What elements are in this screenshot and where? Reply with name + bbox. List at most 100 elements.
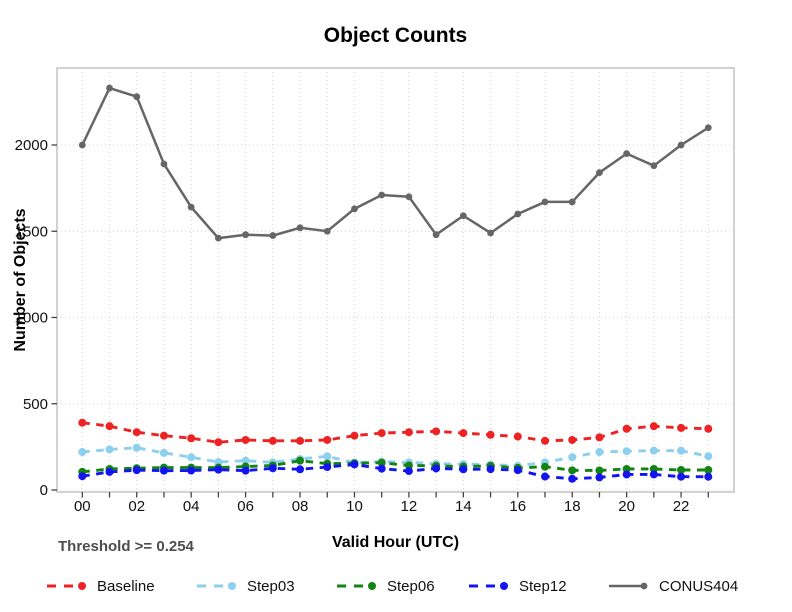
data-point	[677, 446, 686, 455]
data-point	[105, 467, 114, 476]
x-tick-label: 14	[455, 498, 472, 515]
data-point	[595, 466, 604, 475]
x-tick-label: 00	[74, 498, 91, 515]
data-point	[622, 464, 631, 473]
data-point	[132, 428, 141, 437]
x-tick-label: 12	[401, 498, 418, 515]
data-point	[459, 465, 468, 474]
data-point	[514, 210, 522, 218]
data-point	[432, 464, 441, 473]
series-baseline	[78, 418, 713, 447]
y-tick-label: 500	[23, 396, 48, 413]
data-point	[568, 435, 577, 444]
legend-label: Step03	[247, 577, 295, 595]
data-point	[677, 141, 685, 149]
data-point	[459, 429, 468, 438]
data-point	[159, 431, 168, 440]
x-tick-label: 16	[509, 498, 526, 515]
data-point	[350, 431, 359, 440]
series-step12	[78, 460, 713, 483]
y-tick-label: 1500	[15, 223, 48, 240]
data-point	[513, 466, 522, 475]
legend-item-baseline: Baseline	[46, 574, 155, 598]
legend-item-step12: Step12	[468, 574, 567, 598]
data-point	[187, 434, 196, 443]
data-point	[677, 465, 686, 474]
data-point	[404, 461, 413, 470]
data-point	[160, 160, 168, 168]
data-point	[704, 465, 713, 474]
data-point	[78, 448, 87, 457]
data-point	[187, 453, 196, 462]
step03-swatch-icon	[197, 582, 236, 590]
data-point	[622, 447, 631, 456]
data-point	[568, 466, 577, 475]
legend-label: Step06	[387, 577, 435, 595]
axis-ticks	[51, 144, 709, 498]
data-point	[487, 229, 494, 237]
data-point	[241, 456, 250, 465]
data-point	[677, 472, 686, 481]
data-point	[241, 466, 250, 475]
data-point	[78, 472, 87, 481]
data-point	[323, 463, 332, 472]
data-point	[159, 466, 168, 475]
data-point	[78, 418, 87, 427]
data-point	[540, 472, 549, 481]
legend-label: CONUS404	[659, 577, 739, 595]
x-tick-label: 02	[128, 498, 145, 515]
data-point	[622, 424, 631, 433]
series-step06	[78, 456, 713, 476]
data-point	[377, 458, 386, 467]
data-point	[105, 422, 114, 431]
x-tick-label: 20	[618, 498, 635, 515]
data-point	[704, 124, 712, 132]
data-point	[650, 162, 658, 170]
data-point	[268, 436, 277, 445]
data-point	[704, 452, 713, 461]
x-tick-label: 22	[673, 498, 690, 515]
data-point	[187, 203, 195, 211]
step12-swatch-icon	[469, 582, 508, 590]
step06-swatch-icon	[337, 582, 376, 590]
legend-item-step06: Step06	[336, 574, 435, 598]
chart-title: Object Counts	[323, 24, 468, 47]
x-tick-label: 10	[346, 498, 363, 515]
data-point	[540, 436, 549, 445]
data-point	[242, 231, 250, 239]
x-tick-label: 18	[564, 498, 581, 515]
data-point	[677, 423, 686, 432]
data-point	[214, 234, 222, 242]
data-point	[649, 464, 658, 473]
data-point	[404, 467, 413, 476]
legend: Baseline Step03 Step06 Step12 CONUS404	[0, 574, 792, 598]
baseline-swatch-icon	[47, 582, 86, 590]
data-point	[78, 141, 86, 149]
y-tick-label: 2000	[15, 137, 48, 154]
data-point	[323, 227, 331, 235]
data-point	[513, 432, 522, 441]
data-point	[595, 448, 604, 457]
legend-item-step03: Step03	[196, 574, 295, 598]
data-point	[649, 470, 658, 479]
series-step03	[78, 443, 713, 470]
data-point	[405, 193, 413, 201]
y-tick-label: 0	[40, 482, 48, 499]
legend-item-conus404: CONUS404	[608, 574, 738, 598]
data-point	[459, 212, 467, 220]
data-point	[540, 462, 549, 471]
gridlines	[57, 68, 734, 492]
data-point	[649, 446, 658, 455]
data-point	[486, 465, 495, 474]
x-axis-title: Valid Hour (UTC)	[331, 534, 460, 551]
data-point	[323, 452, 332, 461]
data-point	[704, 424, 713, 433]
data-point	[268, 464, 277, 473]
x-tick-label: 04	[183, 498, 200, 515]
data-point	[296, 436, 305, 445]
data-point	[350, 460, 359, 469]
plot-border	[56, 67, 735, 493]
data-point	[568, 453, 577, 462]
y-tick-label: 1000	[15, 310, 48, 327]
